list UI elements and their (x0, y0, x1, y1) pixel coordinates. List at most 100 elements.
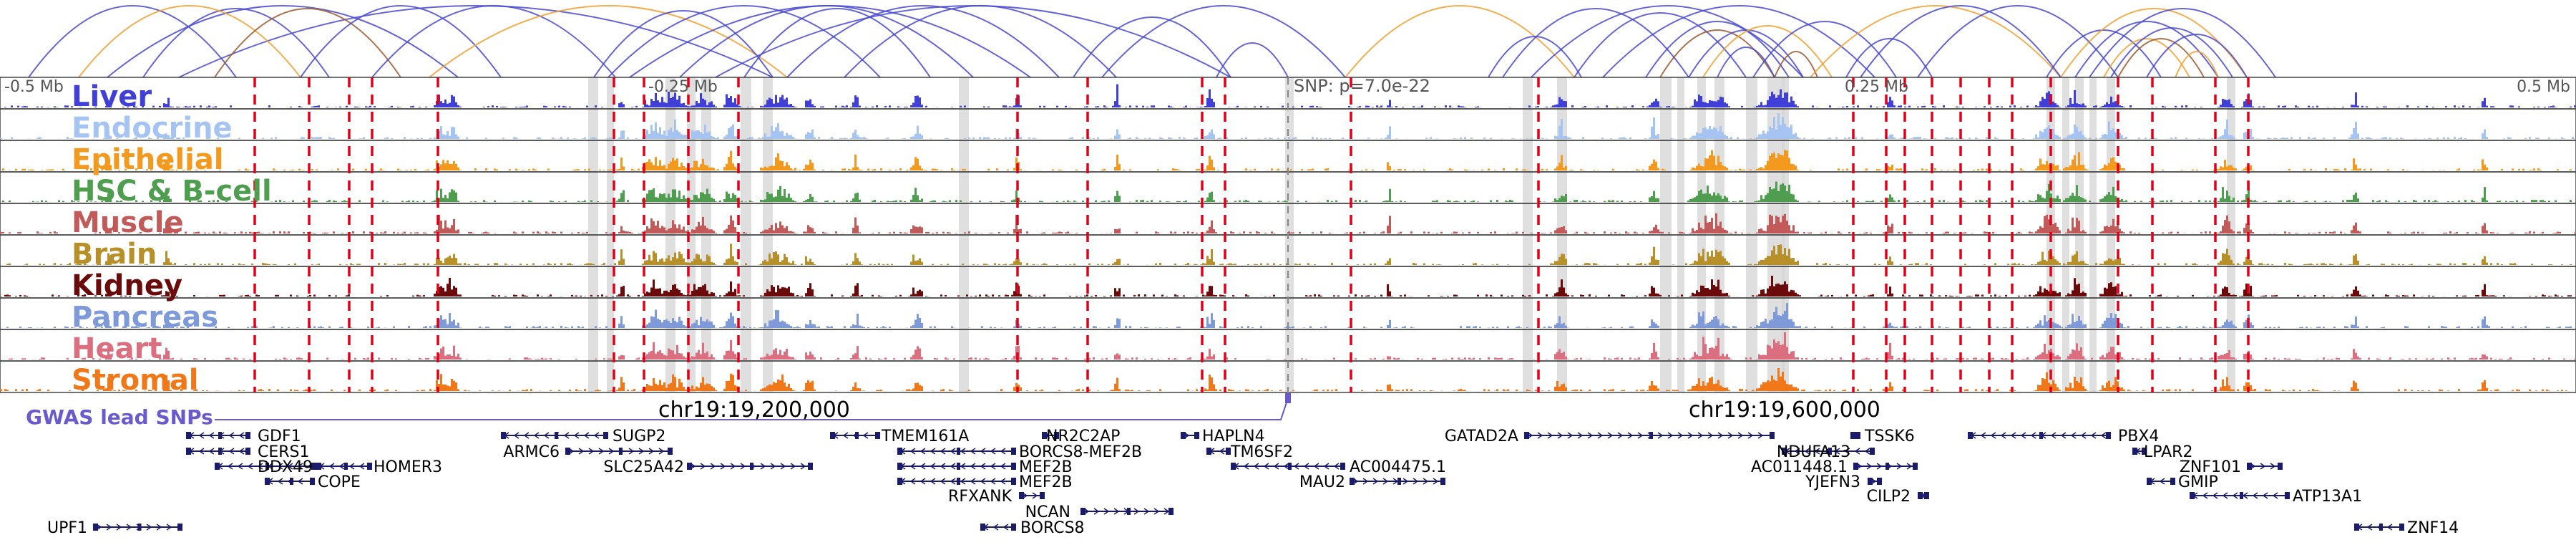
strand-chevron (1243, 463, 1249, 470)
strand-chevron (1657, 432, 1664, 439)
strand-chevron (208, 448, 215, 455)
exon-block (1350, 478, 1355, 485)
strand-chevron (2000, 432, 2006, 439)
strand-chevron (116, 524, 122, 531)
strand-chevron (227, 463, 233, 470)
loop-arc (1774, 51, 1818, 78)
loop-arc (1810, 5, 2062, 78)
gene-label: ZNF101 (2180, 458, 2241, 476)
gene-gatad2a: GATAD2A (1445, 428, 1775, 445)
track-label-muscle: Muscle (72, 206, 184, 239)
gene-label: AC004475.1 (1350, 458, 1446, 476)
exon-block (2285, 492, 2290, 499)
loop-arc (28, 5, 237, 78)
exon-block (215, 463, 220, 470)
exon-block (1226, 448, 1231, 455)
gene-znf14: ZNF14 (2354, 519, 2459, 537)
strand-chevron (970, 463, 976, 470)
strand-chevron (338, 463, 345, 470)
exon-block (603, 432, 608, 439)
strand-chevron (297, 478, 303, 485)
strand-chevron (760, 463, 766, 470)
strand-chevron (2060, 432, 2067, 439)
exon-block (619, 448, 623, 455)
gene-label: TSSK6 (1864, 428, 1915, 445)
strand-chevron (297, 463, 303, 470)
gene-label: MEF2B (1019, 458, 1073, 476)
exon-block (2379, 524, 2383, 531)
exon-block (311, 463, 316, 470)
exon-block (957, 448, 960, 455)
axis-mid-right-label: 0.25 Mb (1845, 78, 1908, 96)
strand-chevron (1627, 432, 1634, 439)
loop-arc (78, 5, 301, 78)
strand-chevron (1587, 432, 1594, 439)
gene-gdf1: GDF1 (186, 428, 301, 445)
exon-block (980, 524, 985, 531)
strand-chevron (980, 463, 986, 470)
strand-chevron (2050, 432, 2057, 439)
gene-label: ZNF14 (2407, 519, 2459, 537)
strand-chevron (1557, 432, 1563, 439)
gene-label: ARMC6 (503, 443, 560, 461)
exon-block (808, 463, 813, 470)
strand-chevron (1637, 432, 1644, 439)
strand-chevron (980, 478, 986, 485)
exon-block (2399, 524, 2404, 531)
exon-block (1828, 448, 1832, 455)
loop-arc (1101, 5, 1346, 78)
loop-arc (786, 5, 1060, 78)
strand-chevron (2080, 432, 2087, 439)
strand-chevron (1597, 432, 1604, 439)
exon-block (2247, 463, 2252, 470)
gene-label: ATP13A1 (2293, 488, 2362, 506)
strand-chevron (2232, 492, 2238, 499)
strand-chevron (919, 478, 926, 485)
strand-chevron (1153, 508, 1160, 515)
exon-block (1868, 478, 1873, 485)
exon-block (830, 432, 835, 439)
loop-arc (1702, 25, 1833, 78)
gene-label: BORCS8-MEF2B (1019, 443, 1142, 461)
strand-chevron (780, 463, 786, 470)
gene-tmem161a: TMEM161A (830, 428, 969, 445)
loop-arc (1073, 16, 1231, 78)
loop-arc (2046, 29, 2162, 78)
strand-chevron (1032, 492, 1038, 499)
exon-block (137, 524, 142, 531)
strand-chevron (1896, 463, 1903, 470)
strand-chevron (950, 478, 956, 485)
exon-block (1855, 432, 1860, 439)
strand-chevron (940, 448, 946, 455)
loop-arc (1752, 21, 1897, 78)
exon-block (1288, 463, 1292, 470)
gene-label: DDX49 (258, 458, 313, 476)
strand-chevron (1677, 432, 1684, 439)
loop-arc (300, 5, 502, 78)
strand-chevron (2030, 432, 2036, 439)
loop-arc (371, 5, 616, 78)
gene-label: MAU2 (1299, 473, 1345, 491)
strand-chevron (543, 432, 550, 439)
loop-arc (2146, 34, 2248, 78)
exon-block (565, 448, 570, 455)
strand-chevron (1113, 508, 1120, 515)
gwas-lead-snps-row: GWAS lead SNPs (26, 393, 1291, 429)
strand-chevron (2270, 463, 2276, 470)
strand-chevron (1323, 463, 1330, 470)
gene-ac011448-1: AC011448.1 (1751, 458, 1918, 476)
exon-block (1649, 432, 1653, 439)
strand-chevron (1333, 463, 1340, 470)
strand-chevron (1747, 432, 1754, 439)
exon-block (2190, 492, 2195, 499)
gene-label: UPF1 (47, 519, 87, 537)
exon-block (2132, 448, 2137, 455)
gene-label: COPE (318, 473, 361, 491)
exon-block (555, 432, 558, 439)
exon-block (897, 463, 902, 470)
exon-block (1127, 508, 1131, 515)
loop-arc (593, 10, 774, 78)
strand-chevron (563, 432, 570, 439)
